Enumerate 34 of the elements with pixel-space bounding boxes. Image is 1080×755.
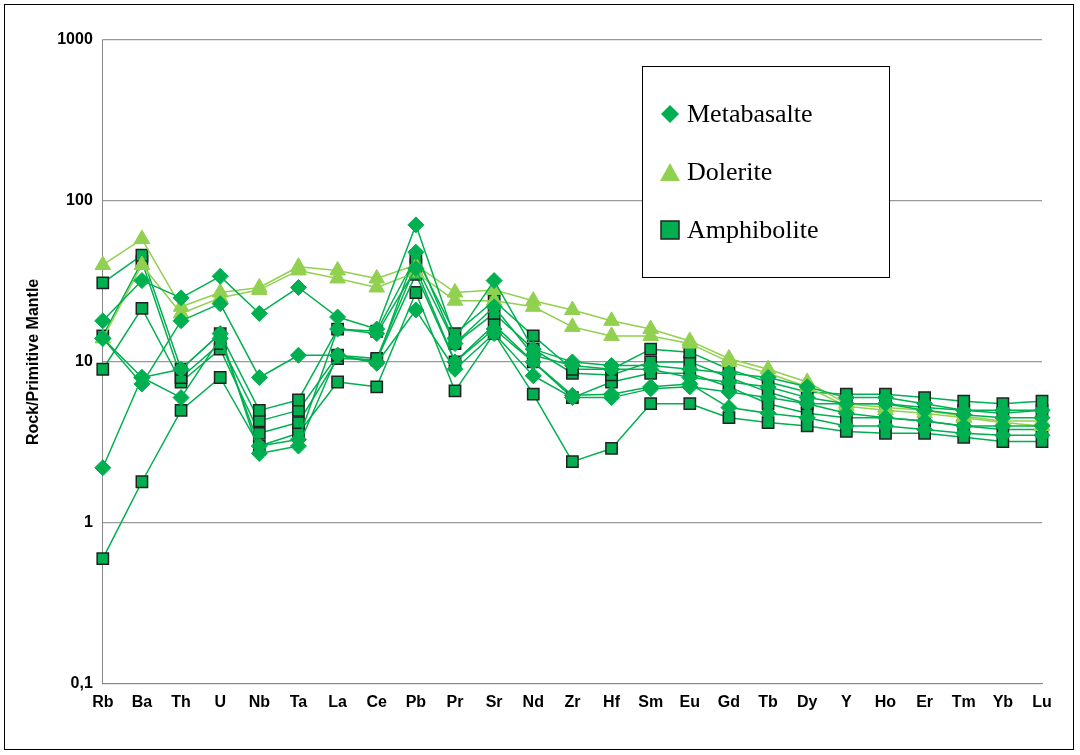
x-tick-label: Dy bbox=[796, 692, 818, 710]
x-tick-label: Pr bbox=[446, 692, 464, 710]
x-tick-label: Yb bbox=[992, 692, 1014, 710]
x-tick-label: U bbox=[214, 692, 226, 710]
x-tick-label: La bbox=[328, 692, 348, 710]
legend-label: Dolerite bbox=[687, 157, 773, 187]
x-tick-label: Tb bbox=[758, 692, 779, 710]
x-tick-label: Eu bbox=[679, 692, 701, 710]
x-tick-label: Ba bbox=[131, 692, 153, 710]
x-tick-label: Hf bbox=[603, 692, 621, 710]
y-tick-label: 0,1 bbox=[70, 674, 93, 692]
y-tick-label: 1000 bbox=[57, 30, 93, 48]
legend-label: Amphibolite bbox=[687, 215, 819, 245]
x-tick-label: Nb bbox=[248, 692, 271, 710]
x-tick-label: Tm bbox=[951, 692, 976, 710]
y-tick-label: 10 bbox=[75, 352, 93, 370]
y-tick-label: 1 bbox=[83, 513, 93, 531]
x-tick-label: Pb bbox=[405, 692, 427, 710]
x-tick-label: Zr bbox=[564, 692, 581, 710]
legend-label: Metabasalte bbox=[687, 99, 813, 129]
x-tick-label: Th bbox=[171, 692, 191, 710]
y-axis-title: Rock/Primitive Mantle bbox=[24, 278, 42, 446]
x-tick-label: Er bbox=[916, 692, 934, 710]
y-tick-label: 100 bbox=[66, 191, 93, 209]
x-tick-label: Ho bbox=[874, 692, 897, 710]
x-tick-label: Sm bbox=[638, 692, 664, 710]
x-tick-label: Gd bbox=[717, 692, 741, 710]
x-tick-label: Y bbox=[841, 692, 852, 710]
x-tick-label: Ta bbox=[289, 692, 308, 710]
x-tick-label: Lu bbox=[1032, 692, 1052, 710]
x-tick-label: Sr bbox=[485, 692, 503, 710]
x-tick-label: Nd bbox=[522, 692, 544, 710]
x-tick-label: Ce bbox=[366, 692, 388, 710]
x-tick-label: Rb bbox=[92, 692, 114, 710]
